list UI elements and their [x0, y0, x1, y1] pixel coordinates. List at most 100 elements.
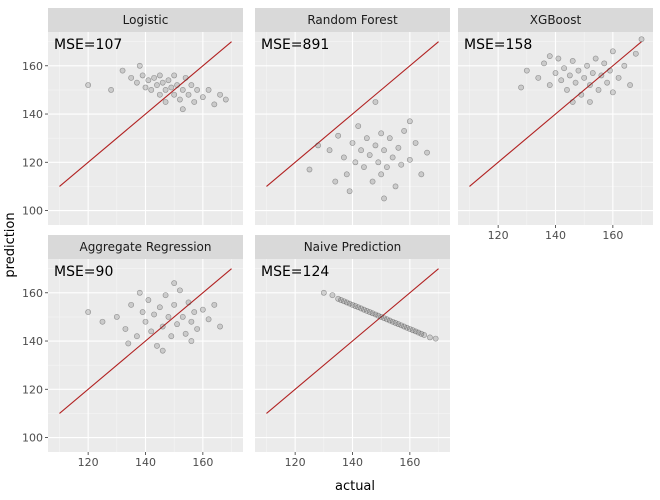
scatter-point — [154, 342, 160, 349]
scatter-point — [607, 67, 613, 74]
scatter-point — [156, 304, 163, 311]
scatter-point — [601, 60, 608, 67]
scatter-point — [578, 91, 585, 98]
x-tick-label: 160 — [192, 456, 213, 469]
scatter-point — [174, 321, 180, 328]
scatter-point — [541, 60, 547, 67]
scatter-point — [177, 96, 183, 103]
identity-line — [469, 41, 642, 187]
scatter-point — [211, 101, 218, 108]
scatter-point — [340, 298, 347, 305]
scatter-point — [154, 82, 160, 88]
scatter-point — [188, 318, 195, 325]
scatter-point — [372, 99, 379, 105]
scatter-point — [412, 328, 419, 335]
scatter-point — [177, 287, 183, 294]
scatter-point — [352, 159, 359, 166]
scatter-point — [355, 123, 362, 129]
scatter-point — [406, 326, 413, 332]
scatter-point — [119, 67, 126, 74]
scatter-point — [375, 312, 382, 319]
scatter-point — [587, 82, 593, 88]
scatter-point — [145, 297, 152, 303]
scatter-point — [604, 79, 611, 86]
scatter-point — [587, 99, 593, 105]
scatter-point — [168, 333, 175, 340]
scatter-point — [546, 53, 553, 60]
scatter-point — [595, 87, 602, 93]
scatter-point — [211, 301, 218, 308]
scatter-point — [398, 322, 405, 329]
scatter-point — [432, 335, 439, 342]
y-tick-label: 160 — [22, 60, 43, 73]
scatter-point — [392, 320, 399, 326]
identity-line — [266, 41, 439, 187]
scatter-point — [113, 313, 120, 320]
scatter-point — [188, 82, 195, 88]
scatter-point — [222, 96, 229, 103]
scatter-point — [320, 289, 327, 296]
scatter-point — [338, 297, 344, 303]
scatter-point — [386, 317, 393, 324]
identity-line — [266, 268, 439, 414]
scatter-point — [174, 82, 180, 88]
scatter-point — [349, 301, 356, 308]
facet-panel: XGBoost MSE=158 — [458, 8, 653, 225]
x-tick-label: 140 — [342, 456, 363, 469]
scatter-point — [217, 91, 223, 98]
x-tick-label: 160 — [399, 456, 420, 469]
scatter-point — [598, 72, 605, 79]
scatter-point — [401, 128, 408, 134]
scatter-point — [584, 62, 590, 69]
facet-title: Logistic — [123, 13, 169, 27]
scatter-point — [148, 328, 155, 335]
scatter-point — [217, 323, 223, 330]
mse-annotation: MSE=107 — [54, 37, 122, 53]
scatter-point — [555, 55, 562, 62]
facet-panel: Random Forest MSE=891 — [255, 8, 450, 225]
x-axis-ticks: 120 140 160 120 140 160 120 140 160 — [78, 225, 623, 469]
scatter-point — [389, 154, 396, 161]
scatter-point — [381, 195, 387, 202]
scatter-point — [409, 327, 416, 334]
scatter-point — [535, 74, 542, 81]
scatter-point — [182, 330, 189, 337]
scatter-point — [427, 334, 433, 341]
scatter-point — [566, 72, 573, 79]
scatter-point — [162, 292, 169, 299]
scatter-point — [165, 313, 172, 320]
y-axis-title: prediction — [3, 212, 18, 277]
x-tick-label: 120 — [285, 456, 306, 469]
scatter-point — [378, 171, 385, 178]
scatter-point — [340, 154, 347, 161]
x-tick-label: 160 — [602, 229, 623, 242]
scatter-point — [85, 309, 92, 315]
scatter-point — [171, 301, 178, 308]
scatter-point — [518, 84, 524, 91]
scatter-point — [406, 118, 413, 125]
scatter-point — [395, 321, 402, 328]
scatter-point — [205, 87, 212, 93]
scatter-point — [156, 72, 163, 79]
scatter-point — [142, 318, 149, 325]
scatter-point — [142, 84, 149, 91]
scatter-point — [372, 311, 379, 318]
scatter-point — [171, 91, 178, 98]
scatter-point — [366, 152, 373, 158]
facet-panel: Aggregate Regression MSE=90 — [48, 235, 243, 452]
scatter-point — [171, 72, 178, 79]
facet-title: Random Forest — [307, 13, 398, 27]
scatter-point — [145, 77, 152, 84]
y-tick-label: 160 — [22, 287, 43, 300]
scatter-point — [561, 65, 568, 72]
scatter-point — [609, 48, 616, 55]
facet-panel: Naive Prediction MSE=124 — [255, 235, 450, 452]
scatter-point — [592, 55, 599, 62]
scatter-point — [136, 289, 143, 296]
facet-strip — [255, 8, 450, 32]
scatter-point — [418, 171, 425, 178]
scatter-point — [168, 84, 175, 91]
scatter-point — [139, 72, 146, 79]
